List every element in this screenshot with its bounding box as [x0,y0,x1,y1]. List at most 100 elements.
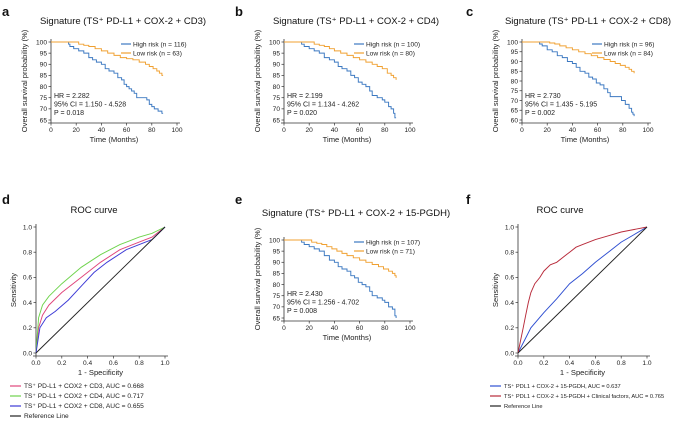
panel-title-b: Signature (TS⁺ PD-L1 + COX-2 + CD4) [273,16,439,27]
x-axis-label-d: 1 - Specificity [78,368,123,377]
y-axis-label-b: Overall survival probability (%) [253,29,262,132]
y-tick-label: 0.6 [505,275,514,282]
x-tick-label: 0 [282,325,286,332]
y-tick-label: 90 [273,260,281,267]
legend-label-a-0: High risk (n = 116) [133,41,187,48]
x-tick-label: 0 [282,127,286,134]
y-tick-label: 85 [273,73,281,80]
y-tick-label: 0.8 [505,250,514,257]
y-tick-label: 0.0 [505,350,514,357]
legend-label-d-0: TS⁺ PD-L1 + COX2 + CD3, AUC = 0.668 [24,383,144,390]
x-axis-label-b: Time (Months) [323,135,372,144]
series-line-f-2 [517,226,648,354]
x-tick-label: 60 [356,127,364,134]
panel-label-e: e [235,192,242,207]
x-tick-label: 0.0 [513,360,522,367]
x-tick-label: 0.6 [591,360,600,367]
x-tick-label: 0 [520,127,524,134]
legend-label-e-0: High risk (n = 107) [366,239,420,246]
series-line-a-1 [51,41,164,76]
x-tick-label: 0.4 [83,360,92,367]
y-tick-label: 80 [273,84,281,91]
panel-label-a: a [2,4,10,19]
y-tick-label: 0.4 [505,300,514,307]
stat-line-b-2: P = 0.020 [287,110,317,117]
x-tick-label: 0.8 [135,360,144,367]
y-tick-label: 0.6 [23,275,32,282]
y-tick-label: 95 [273,50,281,57]
panel-title-f: ROC curve [537,205,584,216]
y-tick-label: 70 [40,106,48,113]
stat-line-a-0: HR = 2.282 [54,93,90,100]
legend-label-b-0: High risk (n = 100) [366,41,420,48]
x-tick-label: 80 [381,325,389,332]
y-tick-label: 70 [273,106,281,113]
x-tick-label: 60 [356,325,364,332]
legend-label-c-0: High risk (n = 96) [604,41,654,48]
y-tick-label: 70 [511,98,519,105]
panel-label-b: b [235,4,243,19]
y-tick-label: 90 [40,62,48,69]
x-tick-label: 80 [148,127,156,134]
y-tick-label: 0.8 [23,250,32,257]
x-axis-label-a: Time (Months) [90,135,139,144]
stat-line-a-2: P = 0.018 [54,110,84,117]
x-tick-label: 1.0 [642,360,651,367]
x-axis-label-f: 1 - Specificity [560,368,605,377]
series-line-f-1 [517,226,648,354]
x-axis-label-e: Time (Months) [323,333,372,342]
y-tick-label: 65 [40,117,48,124]
y-tick-label: 65 [273,315,281,322]
y-tick-label: 90 [511,59,519,66]
y-tick-label: 65 [273,117,281,124]
panel-label-c: c [466,4,473,19]
y-axis-label-d: Sensitivity [9,273,18,307]
y-tick-label: 0.2 [505,325,514,332]
y-tick-label: 100 [269,237,280,244]
series-line-f-0 [517,226,648,354]
y-tick-label: 85 [273,271,281,278]
y-tick-label: 95 [511,49,519,56]
y-tick-label: 65 [511,108,519,115]
legend-label-f-0: TS⁺ PDL1 + COX-2 + 15-PGDH, AUC = 0.637 [504,383,621,390]
x-axis-label-c: Time (Months) [561,135,610,144]
y-tick-label: 80 [273,282,281,289]
series-line-a-0 [51,41,164,114]
y-tick-label: 80 [40,84,48,91]
legend-label-d-2: TS⁺ PD-L1 + COX2 + CD8, AUC = 0.655 [24,403,144,410]
panel-title-d: ROC curve [71,205,118,216]
y-tick-label: 85 [40,73,48,80]
y-tick-label: 100 [36,39,47,46]
stat-line-b-0: HR = 2.199 [287,93,323,100]
stat-line-e-0: HR = 2.430 [287,291,323,298]
series-line-d-0 [35,226,166,354]
legend-label-c-1: Low risk (n = 84) [604,50,653,57]
x-tick-label: 40 [331,127,339,134]
x-tick-label: 80 [381,127,389,134]
y-tick-label: 95 [40,50,48,57]
x-tick-label: 40 [331,325,339,332]
legend-label-f-1: TS⁺ PDL1 + COX-2 + 15-PGDH + Clinical fa… [504,393,664,400]
y-tick-label: 75 [273,95,281,102]
y-tick-label: 75 [273,293,281,300]
y-tick-label: 70 [273,304,281,311]
panel-label-f: f [466,192,471,207]
y-tick-label: 0.4 [23,300,32,307]
x-tick-label: 100 [404,127,415,134]
x-tick-label: 0.4 [565,360,574,367]
y-tick-label: 100 [269,39,280,46]
stat-line-a-1: 95% CI = 1.150 - 4.528 [54,102,126,109]
series-line-e-1 [284,239,397,278]
stat-line-c-2: P = 0.002 [525,110,555,117]
series-line-d-2 [35,226,166,354]
x-tick-label: 100 [642,127,653,134]
x-tick-label: 60 [594,127,602,134]
series-line-b-1 [284,41,397,80]
x-tick-label: 40 [569,127,577,134]
series-line-c-1 [522,41,635,74]
y-tick-label: 1.0 [23,224,32,231]
panel-title-e: Signature (TS⁺ PD-L1 + COX-2 + 15-PGDH) [262,208,450,219]
x-tick-label: 0.8 [617,360,626,367]
y-axis-label-f: Sensitivity [491,273,500,307]
